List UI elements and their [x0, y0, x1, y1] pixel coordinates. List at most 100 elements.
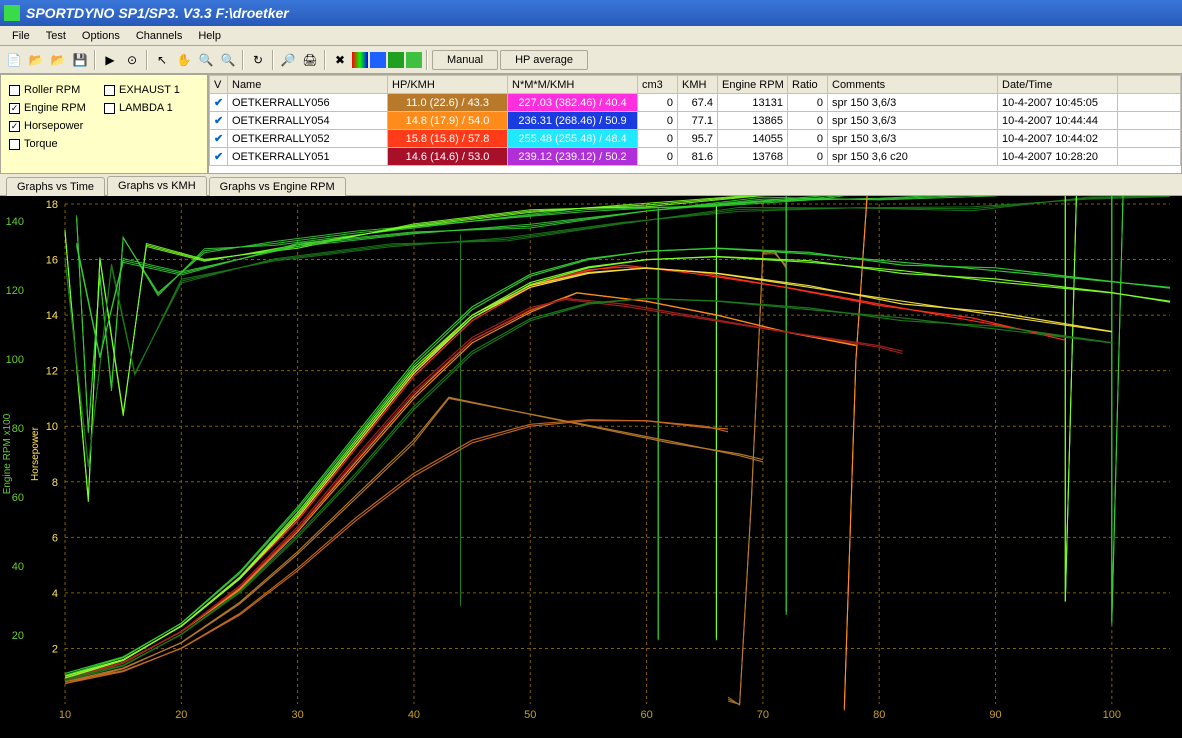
chk-label: Engine RPM	[24, 102, 86, 114]
chart3-icon[interactable]	[388, 52, 404, 68]
cell-dt: 10-4-2007 10:44:44	[998, 112, 1118, 130]
menu-channels[interactable]: Channels	[128, 28, 190, 44]
manual-button[interactable]: Manual	[432, 50, 498, 70]
row-check-icon[interactable]: ✔	[210, 148, 228, 166]
th-kmh[interactable]: KMH	[678, 76, 718, 94]
cell-nm: 236.31 (268.46) / 50.9	[508, 112, 638, 130]
cell-ratio: 0	[788, 112, 828, 130]
dyno-chart: 1020304050607080901002040608010012014024…	[0, 196, 1182, 738]
toolbar: 📄 📂 📂 💾 ▶ ⊙ ↖ ✋ 🔍 🔍 ↻ 🔎 🖨 ✖ Manual HP av…	[0, 46, 1182, 74]
zoom-out-icon[interactable]: 🔍	[196, 50, 216, 70]
cell-blank	[1118, 112, 1181, 130]
th-v[interactable]: V	[210, 76, 228, 94]
chart-area[interactable]: 1020304050607080901002040608010012014024…	[0, 196, 1182, 738]
chk-label: Horsepower	[24, 120, 83, 132]
tab-graphs-vs-kmh[interactable]: Graphs vs KMH	[107, 176, 207, 196]
svg-text:50: 50	[524, 709, 536, 721]
cell-erpm: 13768	[718, 148, 788, 166]
table-row[interactable]: ✔OETKERRALLY05414.8 (17.9) / 54.0236.31 …	[210, 112, 1181, 130]
cell-name: OETKERRALLY052	[228, 130, 388, 148]
th-comments[interactable]: Comments	[828, 76, 998, 94]
menu-help[interactable]: Help	[190, 28, 229, 44]
titlebar: SPORTDYNO SP1/SP3. V3.3 F:\droetker	[0, 0, 1182, 26]
chk-roller-rpm[interactable]: Roller RPM	[9, 81, 104, 99]
cell-nm: 239.12 (239.12) / 50.2	[508, 148, 638, 166]
cell-ratio: 0	[788, 148, 828, 166]
chk-engine-rpm[interactable]: ✓Engine RPM	[9, 99, 104, 117]
save-icon[interactable]: 💾	[70, 50, 90, 70]
table-header-row: V Name HP/KMH N*M*M/KMH cm3 KMH Engine R…	[210, 76, 1181, 94]
separator	[146, 50, 148, 70]
menu-options[interactable]: Options	[74, 28, 128, 44]
hp-average-button[interactable]: HP average	[500, 50, 588, 70]
zoom-in-icon[interactable]: 🔍	[218, 50, 238, 70]
open-icon[interactable]: 📂	[26, 50, 46, 70]
th-cm3[interactable]: cm3	[638, 76, 678, 94]
cell-dt: 10-4-2007 10:44:02	[998, 130, 1118, 148]
chk-torque[interactable]: Torque	[9, 135, 104, 153]
chart2-icon[interactable]	[370, 52, 386, 68]
chart-icon[interactable]	[352, 52, 368, 68]
cell-name: OETKERRALLY054	[228, 112, 388, 130]
new-icon[interactable]: 📄	[4, 50, 24, 70]
th-hp[interactable]: HP/KMH	[388, 76, 508, 94]
target-icon[interactable]: ⊙	[122, 50, 142, 70]
checkbox-icon	[104, 85, 115, 96]
svg-text:Engine RPM x100: Engine RPM x100	[2, 413, 13, 494]
svg-text:120: 120	[6, 285, 24, 297]
tools-icon[interactable]: ✖	[330, 50, 350, 70]
chart4-icon[interactable]	[406, 52, 422, 68]
tab-graphs-vs-time[interactable]: Graphs vs Time	[6, 177, 105, 196]
open2-icon[interactable]: 📂	[48, 50, 68, 70]
play-icon[interactable]: ▶	[100, 50, 120, 70]
cell-cm3: 0	[638, 94, 678, 112]
cell-kmh: 81.6	[678, 148, 718, 166]
row-check-icon[interactable]: ✔	[210, 112, 228, 130]
svg-text:10: 10	[46, 421, 58, 433]
tab-graphs-vs-engine-rpm[interactable]: Graphs vs Engine RPM	[209, 177, 346, 196]
cursor-icon[interactable]: ↖	[152, 50, 172, 70]
cell-cm3: 0	[638, 112, 678, 130]
svg-text:4: 4	[52, 588, 58, 600]
hand-icon[interactable]: ✋	[174, 50, 194, 70]
table-row[interactable]: ✔OETKERRALLY05611.0 (22.6) / 43.3227.03 …	[210, 94, 1181, 112]
print-icon[interactable]: 🖨	[300, 50, 320, 70]
checkbox-icon	[104, 103, 115, 114]
refresh-icon[interactable]: ↻	[248, 50, 268, 70]
table-row[interactable]: ✔OETKERRALLY05215.8 (15.8) / 57.8255.48 …	[210, 130, 1181, 148]
chk-lambda-1[interactable]: LAMBDA 1	[104, 99, 199, 117]
th-name[interactable]: Name	[228, 76, 388, 94]
chk-horsepower[interactable]: ✓Horsepower	[9, 117, 104, 135]
cell-comments: spr 150 3,6/3	[828, 94, 998, 112]
cell-dt: 10-4-2007 10:45:05	[998, 94, 1118, 112]
cell-cm3: 0	[638, 130, 678, 148]
menubar: File Test Options Channels Help	[0, 26, 1182, 46]
runs-table: V Name HP/KMH N*M*M/KMH cm3 KMH Engine R…	[209, 75, 1181, 166]
table-row[interactable]: ✔OETKERRALLY05114.6 (14.6) / 53.0239.12 …	[210, 148, 1181, 166]
cell-hp: 14.8 (17.9) / 54.0	[388, 112, 508, 130]
th-ratio[interactable]: Ratio	[788, 76, 828, 94]
window-title: SPORTDYNO SP1/SP3. V3.3 F:\droetker	[26, 5, 289, 21]
cell-erpm: 13131	[718, 94, 788, 112]
row-check-icon[interactable]: ✔	[210, 130, 228, 148]
cell-erpm: 13865	[718, 112, 788, 130]
th-nm[interactable]: N*M*M/KMH	[508, 76, 638, 94]
channel-checkboxes: Roller RPM EXHAUST 1 ✓Engine RPM LAMBDA …	[0, 74, 208, 174]
separator	[426, 50, 428, 70]
menu-test[interactable]: Test	[38, 28, 74, 44]
th-dt[interactable]: Date/Time	[998, 76, 1118, 94]
cell-hp: 15.8 (15.8) / 57.8	[388, 130, 508, 148]
app-icon	[4, 5, 20, 21]
row-check-icon[interactable]: ✔	[210, 94, 228, 112]
svg-text:100: 100	[6, 354, 24, 366]
checkbox-icon	[9, 139, 20, 150]
svg-text:16: 16	[46, 255, 58, 267]
cell-comments: spr 150 3,6 c20	[828, 148, 998, 166]
th-blank	[1118, 76, 1181, 94]
chk-exhaust-1[interactable]: EXHAUST 1	[104, 81, 199, 99]
chk-label: LAMBDA 1	[119, 102, 173, 114]
th-erpm[interactable]: Engine RPM	[718, 76, 788, 94]
preview-icon[interactable]: 🔎	[278, 50, 298, 70]
cell-erpm: 14055	[718, 130, 788, 148]
menu-file[interactable]: File	[4, 28, 38, 44]
